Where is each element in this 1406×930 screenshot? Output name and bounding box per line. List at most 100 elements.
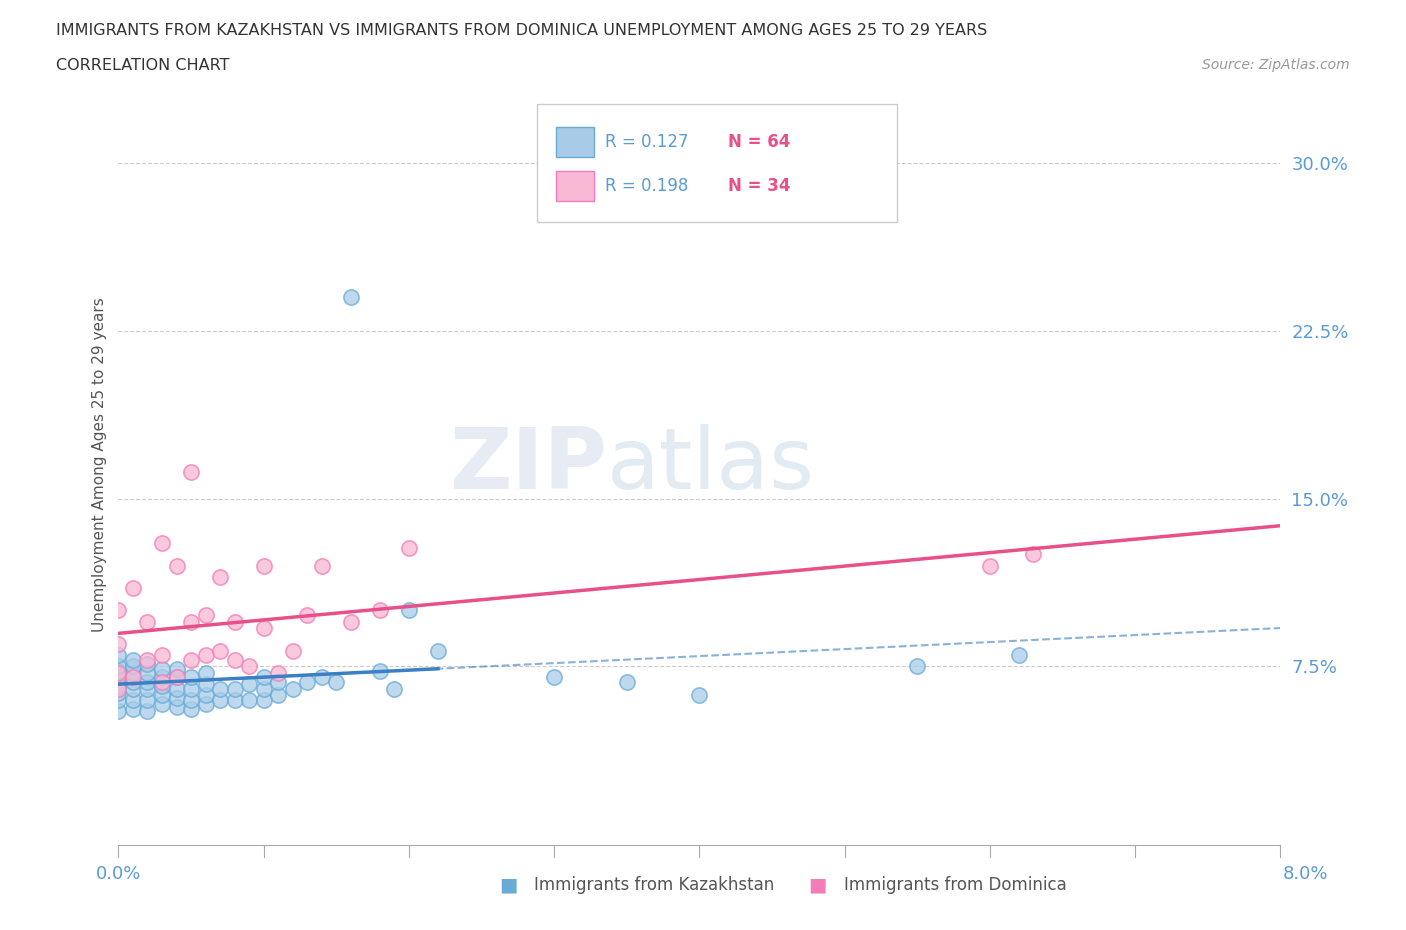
Point [209, 569, 232, 584]
Point [253, 621, 276, 636]
Point [150, 679, 173, 694]
Point [122, 670, 145, 684]
Point [368, 603, 391, 618]
Point [543, 670, 565, 684]
Point [194, 697, 217, 711]
Point [166, 661, 188, 676]
Point [180, 614, 202, 629]
Point [311, 558, 333, 573]
FancyBboxPatch shape [537, 104, 897, 221]
Point [107, 670, 129, 684]
Point [368, 663, 391, 678]
Point [224, 652, 246, 667]
Text: CORRELATION CHART: CORRELATION CHART [56, 58, 229, 73]
Point [905, 658, 928, 673]
Point [238, 693, 260, 708]
Point [136, 682, 159, 697]
Text: R = 0.127: R = 0.127 [605, 133, 689, 151]
Point [150, 661, 173, 676]
Point [166, 558, 188, 573]
Point [150, 536, 173, 551]
Point [107, 679, 129, 694]
Text: N = 64: N = 64 [728, 133, 790, 151]
Point [297, 674, 319, 689]
Point [166, 670, 188, 684]
Text: ■: ■ [808, 876, 827, 895]
Point [107, 658, 129, 673]
Point [209, 644, 232, 658]
Text: IMMIGRANTS FROM KAZAKHSTAN VS IMMIGRANTS FROM DOMINICA UNEMPLOYMENT AMONG AGES 2: IMMIGRANTS FROM KAZAKHSTAN VS IMMIGRANTS… [56, 23, 987, 38]
Text: R = 0.198: R = 0.198 [605, 177, 689, 195]
Bar [557, 171, 593, 201]
Text: ZIP: ZIP [449, 423, 606, 507]
Point [166, 682, 188, 697]
Point [136, 666, 159, 681]
Point [136, 704, 159, 719]
Text: Source: ZipAtlas.com: Source: ZipAtlas.com [1202, 58, 1350, 72]
Point [122, 666, 145, 681]
Point [122, 701, 145, 716]
Point [253, 670, 276, 684]
Point [267, 688, 290, 703]
Point [122, 580, 145, 595]
Point [150, 688, 173, 703]
Point [107, 603, 129, 618]
Point [209, 693, 232, 708]
Text: Immigrants from Dominica: Immigrants from Dominica [844, 876, 1066, 895]
Point [267, 666, 290, 681]
Point [107, 693, 129, 708]
Point [122, 693, 145, 708]
Point [1022, 547, 1045, 562]
Point [340, 614, 363, 629]
Point [194, 677, 217, 692]
Point [253, 682, 276, 697]
Point [122, 652, 145, 667]
Point [194, 666, 217, 681]
Point [107, 704, 129, 719]
Point [281, 644, 304, 658]
Point [107, 663, 129, 678]
Point [311, 670, 333, 684]
Point [209, 682, 232, 697]
Point [136, 693, 159, 708]
Point [180, 693, 202, 708]
Point [194, 607, 217, 622]
Point [267, 674, 290, 689]
Point [166, 699, 188, 714]
Point [1008, 647, 1031, 662]
Bar [557, 126, 593, 157]
Point [325, 674, 347, 689]
Point [180, 464, 202, 479]
Point [150, 697, 173, 711]
Point [281, 682, 304, 697]
Point [122, 682, 145, 697]
Point [150, 647, 173, 662]
Point [340, 290, 363, 305]
Point [107, 682, 129, 697]
Point [107, 636, 129, 651]
Point [166, 670, 188, 684]
Point [150, 670, 173, 684]
Point [253, 693, 276, 708]
Point [122, 674, 145, 689]
Text: N = 34: N = 34 [728, 177, 792, 195]
Point [180, 670, 202, 684]
Point [224, 682, 246, 697]
Point [398, 540, 420, 555]
Point [297, 607, 319, 622]
Point [194, 688, 217, 703]
Text: Immigrants from Kazakhstan: Immigrants from Kazakhstan [534, 876, 775, 895]
Point [224, 614, 246, 629]
Point [136, 657, 159, 671]
Point [426, 644, 449, 658]
Point [107, 647, 129, 662]
Point [194, 647, 217, 662]
Point [166, 690, 188, 705]
Point [253, 558, 276, 573]
Point [384, 682, 406, 697]
Point [180, 701, 202, 716]
Point [238, 658, 260, 673]
Point [180, 682, 202, 697]
Point [688, 688, 710, 703]
Point [180, 652, 202, 667]
